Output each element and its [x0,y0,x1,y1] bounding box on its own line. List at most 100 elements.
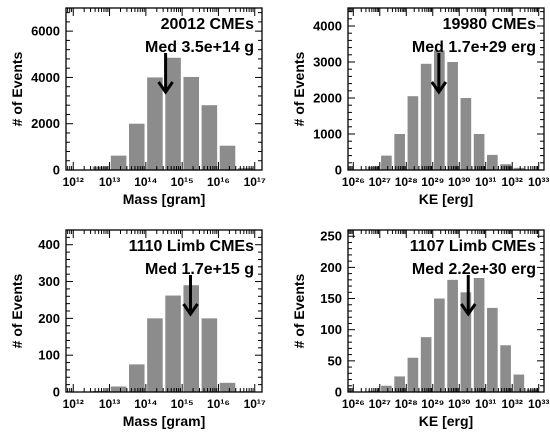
median-arrow [460,275,477,317]
y-tick-label: 150 [320,291,342,306]
x-tick-label: 10³² [502,175,523,189]
x-axis-label: Mass [gram] [123,413,205,429]
histogram-panel-4: 0 50 100 150 200 250 10²⁶ 10²⁷ 10²⁸ 10²⁹ 10³⁰ 10³¹ 1… [291,229,549,429]
histogram-bar [473,277,485,392]
y-tick-label: 0 [335,385,342,400]
histogram-bar [500,345,511,392]
y-axis-label: # of Events [9,51,25,126]
x-axis-label: KE [erg] [419,413,473,429]
median-label: Med 1.7e+29 erg [412,39,536,56]
histogram-bar [381,155,392,170]
y-tick-label: 200 [320,260,342,275]
x-tick-label: 10¹⁴ [134,175,157,189]
x-tick-label: 10¹³ [99,397,120,411]
x-tick-label: 10³¹ [475,397,496,411]
event-count-label: 1107 Limb CMEs [410,238,536,255]
histogram-bar [513,167,525,170]
histogram-bar [92,166,109,170]
x-tick-label: 10¹⁶ [207,397,230,411]
histogram-bar [447,279,458,392]
histogram-panel-2: 0 1000 2000 3000 4000 10²⁶ 10²⁷ 10²⁸ 10²⁹ 10³⁰ 10³… [291,7,549,207]
x-tick-label: 10³⁰ [448,175,471,189]
y-axis-label: # of Events [291,273,307,348]
histogram-bar [201,105,218,170]
x-tick-label: 10¹⁴ [134,397,157,411]
y-tick-label: 200 [38,311,60,326]
x-axis-label: Mass [gram] [123,191,205,207]
histogram-bar [129,364,145,392]
median-arrow [430,53,448,95]
histogram-panel-3: 0 100 200 300 400 10¹² 10¹³ 10¹⁴ 10¹⁵ 10¹⁶ 10¹⁷ Mas… [9,229,266,429]
histogram-bar [147,318,163,392]
x-tick-label: 10¹² [63,175,84,189]
histogram-bar [165,295,181,392]
median-label: Med 3.5e+14 g [145,39,254,56]
histogram-bar [407,96,419,170]
histogram-bar [183,76,199,170]
histogram-bar [367,166,379,170]
histogram-bar [381,385,392,392]
y-tick-label: 6000 [31,24,60,39]
y-tick-label: 4000 [31,70,60,85]
x-tick-label: 10¹⁷ [244,175,266,189]
median-label: Med 1.7e+15 g [145,261,254,278]
x-tick-label: 10¹² [63,397,84,411]
y-tick-label: 2000 [31,116,60,131]
histogram-bar [513,374,525,392]
histogram-bar [219,145,236,170]
event-count-label: 1110 Limb CMEs [129,238,254,255]
median-label: Med 2.2e+30 erg [412,261,536,278]
histogram-bar [500,164,511,170]
x-tick-label: 10¹⁷ [244,397,266,411]
histogram-bar [394,134,405,170]
histogram-bar [460,98,472,170]
histogram-bar [129,123,145,170]
plot-frame [347,7,545,171]
y-axis-label: # of Events [291,51,307,126]
x-tick-label: 10²⁸ [395,397,418,411]
x-tick-label: 10³¹ [475,175,496,189]
x-tick-label: 10³³ [528,397,549,411]
y-tick-label: 0 [53,163,60,178]
histogram-bar [473,134,485,170]
histogram-bar [110,386,127,392]
histogram-bar [434,50,445,171]
histogram-bar [201,318,218,392]
histogram-bar [110,155,127,170]
histogram-bar [237,168,254,170]
x-tick-label: 10²⁶ [342,397,365,411]
x-tick-label: 10¹⁵ [171,397,194,411]
y-tick-label: 250 [320,229,342,244]
x-tick-label: 10²⁷ [369,397,391,411]
histogram-bar [147,77,163,170]
x-tick-label: 10¹⁶ [207,175,230,189]
histogram-bar [219,382,236,392]
histogram-bar [487,307,498,392]
y-tick-label: 3000 [313,55,342,70]
histogram-bar [420,337,432,392]
histogram-bar [420,63,432,170]
x-tick-label: 10²⁹ [421,397,444,411]
plot-frame [65,7,263,171]
y-tick-label: 100 [320,322,342,337]
histogram-bar [460,292,472,392]
y-axis-label: # of Events [9,273,25,348]
x-tick-label: 10²⁹ [421,175,444,189]
x-tick-label: 10³⁰ [448,397,471,411]
median-arrow [182,275,199,317]
y-tick-label: 100 [38,348,60,363]
histogram-panel-1: 0 2000 4000 6000 10¹² 10¹³ 10¹⁴ 10¹⁵ 10¹⁶ 10¹⁷ Mas… [9,7,266,207]
y-tick-label: 0 [53,385,60,400]
event-count-label: 19980 CMEs [443,16,536,33]
x-tick-label: 10³² [502,397,523,411]
y-tick-label: 0 [335,163,342,178]
x-tick-label: 10²⁷ [369,175,391,189]
x-axis-label: KE [erg] [419,191,473,207]
histogram-bar [434,298,445,392]
y-tick-label: 300 [38,274,60,289]
x-tick-label: 10¹³ [99,175,120,189]
y-tick-label: 400 [38,237,60,252]
y-tick-label: 50 [328,353,342,368]
y-tick-label: 2000 [313,91,342,106]
